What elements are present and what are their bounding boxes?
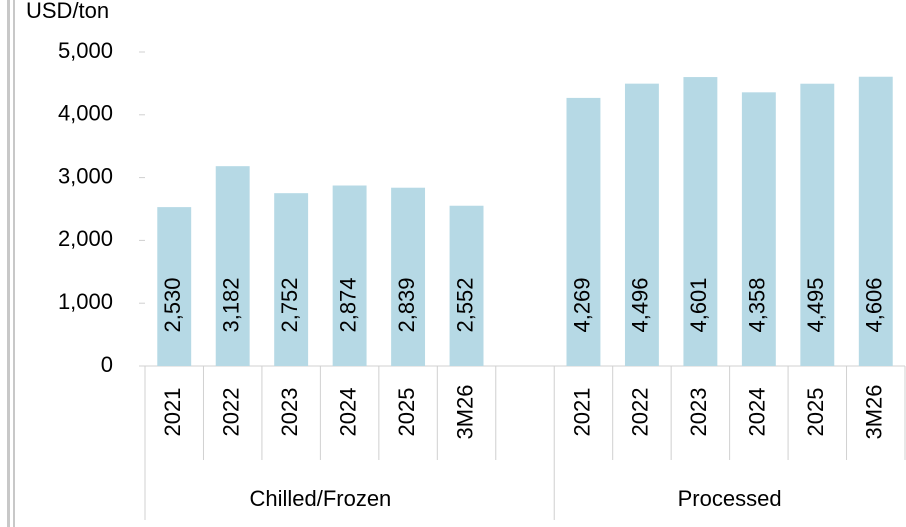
x-tick-label: 2021 [160,388,185,437]
bar [215,166,250,366]
data-label: 4,269 [569,277,594,332]
bar [332,185,367,366]
data-label: 2,552 [452,277,477,332]
bar [741,92,776,366]
data-label: 4,606 [862,277,887,332]
x-tick-label: 2023 [277,388,302,437]
bar [274,193,309,366]
x-tick-label: 3M26 [452,384,477,439]
data-label: 2,530 [160,277,185,332]
data-label: 3,182 [219,277,244,332]
data-label: 2,752 [277,277,302,332]
x-tick-label: 2025 [803,388,828,437]
bar [800,83,835,367]
y-tick-label: 1,000 [58,289,113,314]
bar [683,77,718,367]
window-border [13,0,15,527]
data-label: 2,874 [335,277,360,332]
group-label: Processed [678,486,782,511]
x-tick-label: 2025 [394,388,419,437]
data-label: 4,601 [686,277,711,332]
x-tick-label: 2024 [335,388,360,437]
data-label: 2,839 [394,277,419,332]
bar [566,97,601,366]
y-tick-label: 2,000 [58,226,113,251]
y-axis-label: USD/ton [26,0,109,23]
y-tick-label: 0 [101,352,113,377]
x-tick-label: 2023 [686,388,711,437]
x-tick-label: 2021 [569,388,594,437]
y-tick-label: 4,000 [58,101,113,126]
x-tick-label: 2022 [628,388,653,437]
data-label: 4,496 [628,277,653,332]
window-border [7,0,10,527]
bar [391,187,426,366]
x-tick-label: 2022 [219,388,244,437]
x-tick-label: 2024 [745,388,770,437]
y-tick-label: 5,000 [58,38,113,63]
y-tick-label: 3,000 [58,163,113,188]
bar [449,205,484,366]
bar [858,76,893,367]
bar [157,207,192,366]
x-tick-label: 3M26 [862,384,887,439]
data-label: 4,495 [803,277,828,332]
bar [624,83,659,367]
group-label: Chilled/Frozen [249,486,391,511]
data-label: 4,358 [745,277,770,332]
